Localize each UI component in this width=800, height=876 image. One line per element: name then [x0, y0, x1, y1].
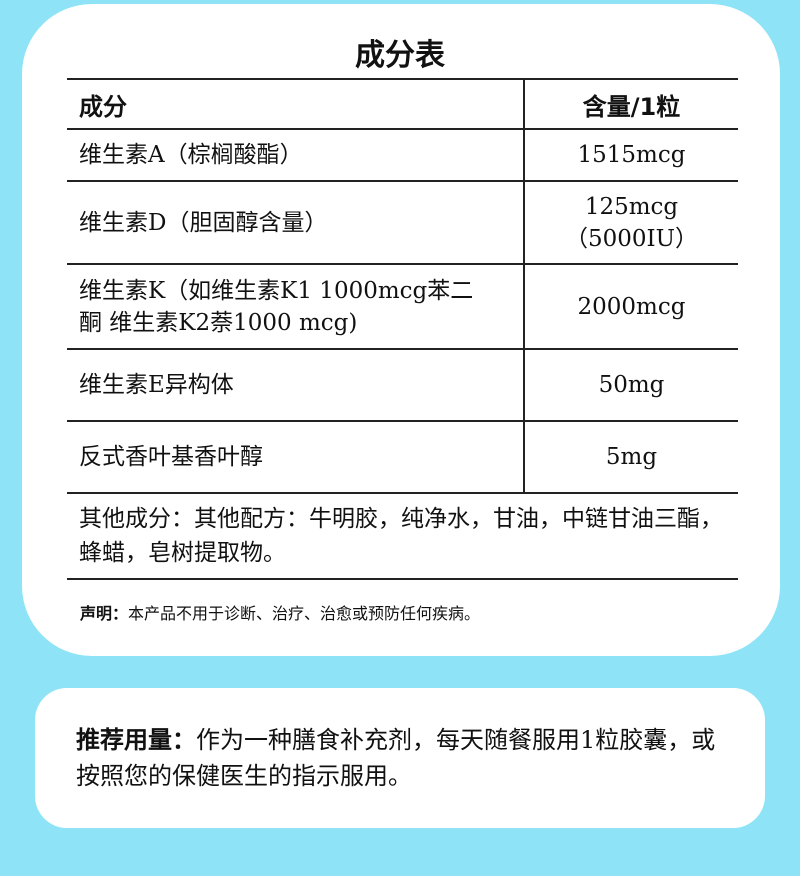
ingredient-amount: 5mg [522, 420, 738, 494]
disclaimer-label: 声明： [80, 604, 129, 623]
ingredient-name: 维生素D（胆固醇含量） [67, 180, 524, 265]
table-row: 维生素D（胆固醇含量） 125mcg （5000IU） [67, 180, 738, 265]
dosage-text: 作为一种膳食补充剂，每天随餐服用1粒胶囊，或按照您的保健医生的指示服用。 [76, 726, 716, 790]
table-row: 维生素E异构体 50mg [67, 348, 738, 422]
table-header: 成分 含量/1粒 [67, 78, 738, 130]
ingredient-name: 维生素A（棕榈酸酯） [67, 128, 524, 182]
disclaimer-text: 本产品不用于诊断、治疗、治愈或预防任何疾病。 [128, 604, 481, 623]
disclaimer: 声明：本产品不用于诊断、治疗、治愈或预防任何疾病。 [80, 600, 480, 624]
header-amount: 含量/1粒 [522, 78, 738, 130]
other-ingredients-row: 其他成分：其他配方：牛明胶，纯净水，甘油，中链甘油三酯，蜂蜡，皂树提取物。 [67, 492, 738, 580]
table-row: 维生素A（棕榈酸酯） 1515mcg [67, 128, 738, 182]
table-row: 反式香叶基香叶醇 5mg [67, 420, 738, 494]
ingredient-amount: 1515mcg [522, 128, 738, 182]
ingredient-name: 维生素E异构体 [67, 348, 524, 422]
ingredient-amount: 50mg [522, 348, 738, 422]
ingredient-amount: 2000mcg [522, 263, 738, 350]
ingredient-name: 维生素K（如维生素K1 1000mcg苯二酮 维生素K2萘1000 mcg) [67, 263, 524, 350]
dosage-card [35, 688, 765, 828]
dosage: 推荐用量：作为一种膳食补充剂，每天随餐服用1粒胶囊，或按照您的保健医生的指示服用… [76, 722, 736, 794]
ingredients-table: 成分 含量/1粒 维生素A（棕榈酸酯） 1515mcg 维生素D（胆固醇含量） … [67, 78, 738, 580]
ingredient-amount: 125mcg （5000IU） [522, 180, 738, 265]
page-title: 成分表 [355, 38, 445, 73]
dosage-label: 推荐用量： [76, 726, 196, 754]
header-ingredient: 成分 [67, 78, 524, 130]
ingredient-name: 反式香叶基香叶醇 [67, 420, 524, 494]
table-row: 维生素K（如维生素K1 1000mcg苯二酮 维生素K2萘1000 mcg) 2… [67, 263, 738, 350]
other-ingredients: 其他成分：其他配方：牛明胶，纯净水，甘油，中链甘油三酯，蜂蜡，皂树提取物。 [67, 492, 738, 580]
